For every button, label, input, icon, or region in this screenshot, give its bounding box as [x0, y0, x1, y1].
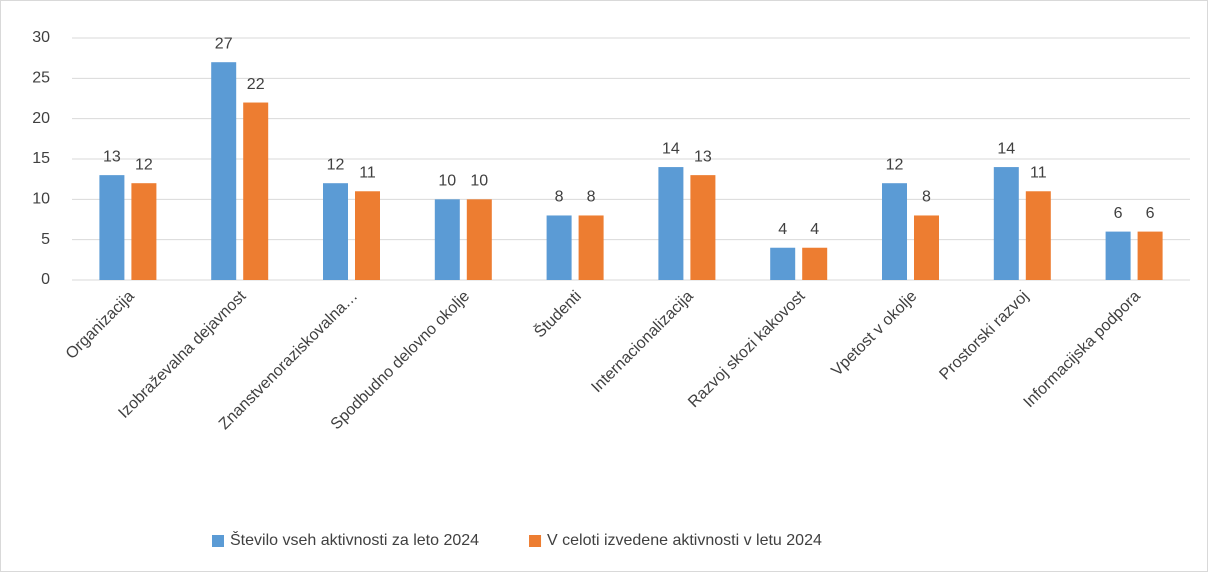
bar	[434, 199, 460, 280]
bar	[99, 175, 125, 280]
legend-label: Število vseh aktivnosti za leto 2024	[230, 530, 479, 549]
bar	[1137, 231, 1163, 280]
legend-swatch	[212, 535, 224, 547]
y-tick-label: 15	[32, 150, 50, 167]
bar	[466, 199, 492, 280]
y-tick-label: 20	[32, 110, 50, 127]
y-tick-label: 5	[41, 231, 50, 248]
data-label: 27	[215, 35, 233, 52]
bar	[690, 175, 716, 280]
data-label: 14	[997, 140, 1015, 157]
data-label: 6	[1146, 205, 1155, 222]
data-label: 11	[1030, 164, 1047, 181]
y-tick-label: 0	[41, 271, 50, 288]
data-label: 6	[1114, 205, 1123, 222]
data-label: 4	[810, 221, 819, 238]
bar	[578, 215, 604, 280]
bar	[1025, 191, 1051, 280]
data-label: 8	[555, 189, 564, 206]
y-tick-label: 30	[32, 29, 50, 46]
bar	[355, 191, 380, 280]
data-label: 10	[470, 173, 488, 190]
bar	[323, 183, 348, 280]
data-label: 13	[103, 148, 121, 165]
data-label: 12	[327, 156, 345, 173]
data-label: 10	[438, 173, 456, 190]
data-label: 8	[922, 189, 931, 206]
bar	[770, 247, 796, 280]
data-label: 12	[135, 156, 153, 173]
bar	[131, 183, 157, 280]
legend-label: V celoti izvedene aktivnosti v letu 2024	[547, 532, 822, 549]
bar	[914, 215, 939, 280]
bar	[1105, 231, 1131, 280]
data-label: 14	[662, 140, 680, 157]
bar	[243, 102, 269, 281]
y-tick-label: 25	[32, 70, 50, 87]
data-label: 8	[587, 189, 596, 206]
bar	[546, 215, 572, 280]
bar	[802, 247, 828, 280]
data-label: 11	[359, 164, 376, 181]
y-tick-label: 10	[32, 191, 50, 208]
data-label: 4	[778, 221, 787, 238]
data-label: 22	[247, 76, 265, 93]
data-label: 12	[886, 156, 904, 173]
bar	[658, 167, 684, 280]
data-label: 13	[694, 148, 712, 165]
bar	[882, 183, 907, 280]
legend-swatch	[529, 535, 542, 547]
bar	[211, 62, 237, 281]
bar	[993, 167, 1019, 280]
